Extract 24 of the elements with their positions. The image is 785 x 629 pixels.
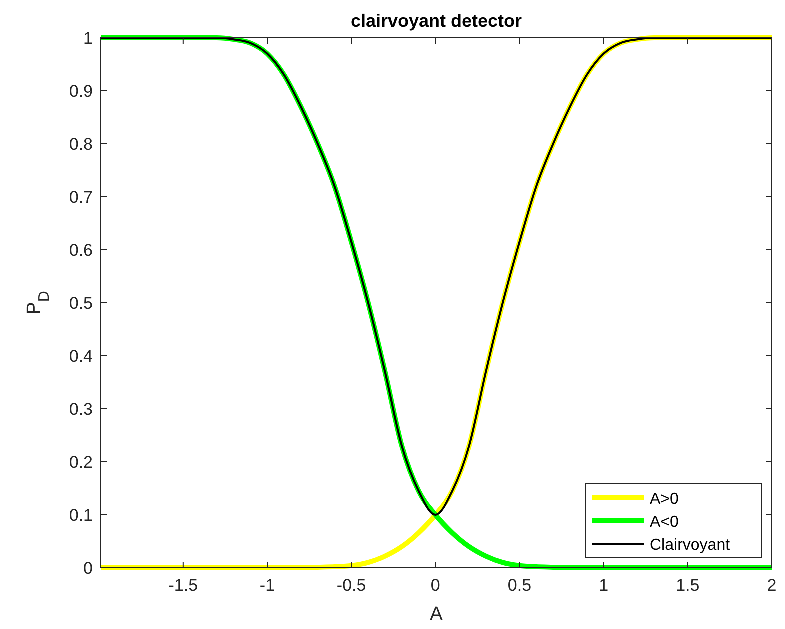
legend-label: A>0 — [650, 491, 680, 508]
y-tick-label: 0.7 — [69, 188, 93, 207]
legend-label: A<0 — [650, 514, 680, 531]
y-tick-label: 0.4 — [69, 347, 93, 366]
x-tick-label: 0 — [430, 576, 440, 595]
y-tick-label: 0 — [84, 559, 93, 578]
y-tick-label: 0.6 — [69, 241, 93, 260]
y-tick-label: 0.3 — [69, 400, 93, 419]
x-axis-title: A — [430, 604, 444, 625]
x-tick-label: 0.5 — [508, 576, 532, 595]
legend-label: Clairvoyant — [650, 537, 731, 554]
x-tick-label: 1.5 — [676, 576, 700, 595]
y-tick-label: 0.8 — [69, 135, 93, 154]
x-tick-label: 1 — [599, 576, 609, 595]
y-tick-label: 1 — [84, 29, 93, 48]
x-tick-label: -1 — [260, 576, 276, 595]
y-tick-label: 0.9 — [69, 82, 93, 101]
x-tick-label: -1.5 — [168, 576, 198, 595]
y-tick-label: 0.5 — [69, 294, 93, 313]
y-tick-label: 0.1 — [69, 506, 93, 525]
x-tick-label: -0.5 — [336, 576, 366, 595]
chart-title: clairvoyant detector — [350, 11, 522, 31]
y-tick-label: 0.2 — [69, 453, 93, 472]
x-tick-label: 2 — [767, 576, 777, 595]
